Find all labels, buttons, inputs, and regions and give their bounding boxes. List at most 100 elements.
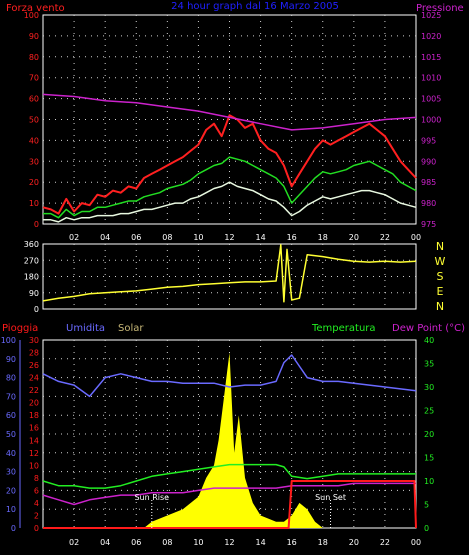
wind-axis-tick: 20 <box>29 178 39 187</box>
pressure-axis-tick: 1020 <box>421 32 441 41</box>
wind-axis-tick: 60 <box>29 95 39 104</box>
x-tick-label: 14 <box>255 233 265 242</box>
x-tick-label: 02 <box>69 233 79 242</box>
x-tick-label: 14 <box>255 538 265 547</box>
wind-direction-series <box>42 244 417 303</box>
wind-avg-series <box>43 156 417 219</box>
pressure-series <box>42 93 417 131</box>
rain-axis-tick: 14 <box>29 436 39 445</box>
wind-axis-tick: 100 <box>24 11 39 20</box>
x-tick-label: 12 <box>224 233 234 242</box>
temperature-axis-tick: 15 <box>424 454 434 463</box>
rain-label: Pioggia <box>2 323 38 334</box>
x-tick-label: 04 <box>100 233 110 242</box>
compass-letter: W <box>435 255 446 268</box>
rain-axis-tick: 30 <box>29 336 39 345</box>
pressure-axis-tick: 1000 <box>421 116 441 125</box>
pressure-axis-tick: 980 <box>421 199 436 208</box>
pressure-axis-title: Pressione <box>416 3 464 14</box>
rain-axis-tick: 10 <box>29 461 39 470</box>
humidity-axis-tick: 80 <box>6 374 16 383</box>
x-tick-label: 02 <box>69 538 79 547</box>
wind-axis-title: Forza vento <box>6 3 65 14</box>
x-tick-label: 22 <box>380 538 390 547</box>
x-tick-label: 06 <box>131 538 141 547</box>
rain-axis-tick: 28 <box>29 349 39 358</box>
rain-axis-tick: 12 <box>29 449 39 458</box>
dew-point-label: Dew Point (°C) <box>392 323 465 334</box>
pressure-axis-tick: 995 <box>421 136 436 145</box>
x-tick-label: 20 <box>349 538 359 547</box>
x-tick-label: 18 <box>318 233 328 242</box>
rain-axis-tick: 6 <box>34 486 39 495</box>
temperature-axis-tick: 35 <box>424 360 434 369</box>
solar-series <box>144 352 323 528</box>
pressure-axis-tick: 985 <box>421 178 436 187</box>
humidity-axis-tick: 100 <box>1 336 16 345</box>
x-tick-label: 16 <box>287 538 297 547</box>
rain-series <box>43 480 417 529</box>
rain-axis-tick: 0 <box>34 524 39 533</box>
compass-letter: E <box>437 285 444 298</box>
compass-letter: N <box>436 300 444 313</box>
humidity-axis-tick: 50 <box>6 430 16 439</box>
rain-axis-tick: 8 <box>34 474 39 483</box>
wind-min-series <box>43 181 417 223</box>
x-tick-label: 20 <box>349 233 359 242</box>
x-tick-label: 10 <box>193 538 203 547</box>
direction-axis-tick: 0 <box>34 305 39 314</box>
wind-axis-tick: 80 <box>29 53 39 62</box>
humidity-series <box>42 354 417 398</box>
humidity-axis-tick: 70 <box>6 392 16 401</box>
x-tick-label: 22 <box>380 233 390 242</box>
x-tick-label: 10 <box>193 233 203 242</box>
pressure-axis-tick: 1005 <box>421 95 441 104</box>
pressure-axis-tick: 975 <box>421 220 436 229</box>
pressure-axis-tick: 1010 <box>421 74 441 83</box>
temperature-series <box>42 463 416 489</box>
compass-letter: N <box>436 240 444 253</box>
rain-axis-tick: 22 <box>29 386 39 395</box>
wind-axis-tick: 50 <box>29 116 39 125</box>
temperature-axis-tick: 10 <box>424 477 434 486</box>
humidity-axis-tick: 20 <box>6 486 16 495</box>
compass-letter: S <box>437 270 444 283</box>
humidity-axis-tick: 10 <box>6 505 16 514</box>
x-tick-label: 04 <box>100 538 110 547</box>
temperature-axis-tick: 40 <box>424 336 434 345</box>
wind-axis-tick: 30 <box>29 157 39 166</box>
humidity-label: Umidita <box>66 323 105 334</box>
temperature-axis-tick: 0 <box>424 524 429 533</box>
rain-axis-tick: 4 <box>34 499 39 508</box>
x-tick-label: 08 <box>162 538 172 547</box>
humidity-axis-tick: 60 <box>6 411 16 420</box>
humidity-axis-tick: 40 <box>6 449 16 458</box>
direction-axis-tick: 90 <box>29 289 39 298</box>
rain-axis-tick: 24 <box>29 374 39 383</box>
temperature-axis-tick: 20 <box>424 430 434 439</box>
wind-gust-series <box>42 114 417 215</box>
humidity-axis-tick: 30 <box>6 468 16 477</box>
wind-axis-tick: 10 <box>29 199 39 208</box>
x-tick-label: 00 <box>411 233 421 242</box>
wind-axis-tick: 0 <box>34 220 39 229</box>
temperature-axis-tick: 5 <box>424 501 429 510</box>
x-tick-label: 08 <box>162 233 172 242</box>
direction-axis-tick: 270 <box>24 256 39 265</box>
wind-axis-tick: 40 <box>29 136 39 145</box>
dew-point-series <box>42 482 416 506</box>
sun-marker-label: Sun Rise <box>134 493 169 502</box>
direction-axis-tick: 180 <box>24 273 39 282</box>
pressure-axis-tick: 1025 <box>421 11 441 20</box>
wind-axis-tick: 70 <box>29 74 39 83</box>
sun-marker-label: Sun Set <box>315 493 346 502</box>
temperature-axis-tick: 25 <box>424 407 434 416</box>
direction-axis-tick: 360 <box>24 240 39 249</box>
pressure-axis-tick: 990 <box>421 157 436 166</box>
x-tick-label: 16 <box>287 233 297 242</box>
x-tick-label: 00 <box>411 538 421 547</box>
wind-axis-tick: 90 <box>29 32 39 41</box>
pressure-axis-tick: 1015 <box>421 53 441 62</box>
temperature-label: Temperatura <box>311 323 376 334</box>
